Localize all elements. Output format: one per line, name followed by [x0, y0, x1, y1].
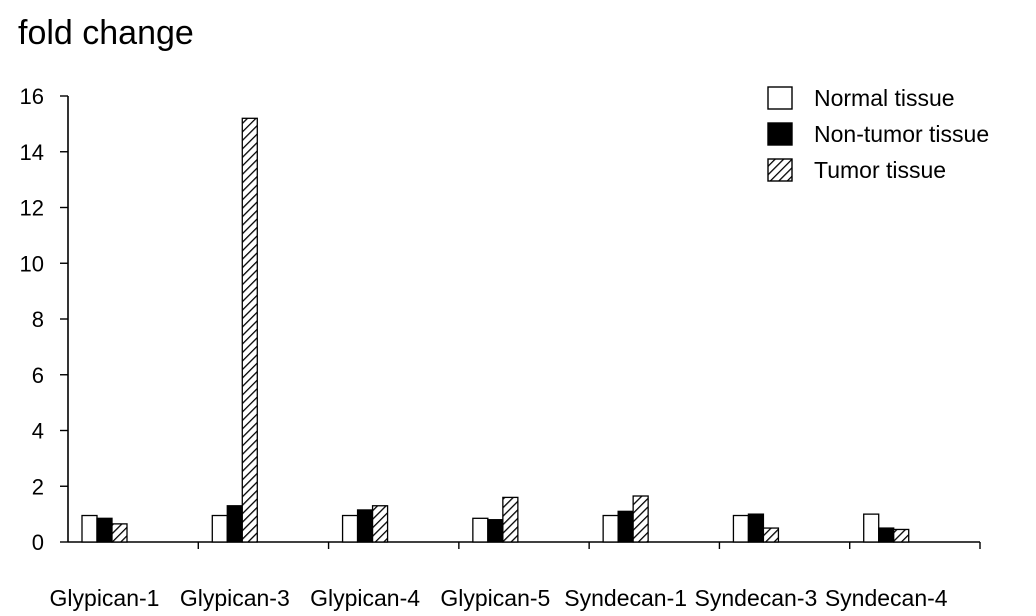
- bar-glypican-3-normal-tissue: [211, 514, 228, 543]
- bar-glypican-1-normal-tissue: [81, 514, 98, 543]
- y-tick-label: 16: [20, 84, 44, 109]
- legend: Normal tissue Non-tumor tissue Tumor tissu…: [767, 85, 989, 183]
- bar-glypican-5-normal-tissue: [472, 517, 489, 543]
- legend-swatch: [767, 86, 793, 110]
- bar-glypican-4-tumor-tissue: [371, 505, 389, 543]
- bar-syndecan-1-tumor-tissue: [632, 495, 649, 543]
- bar-syndecan-4-tumor-tissue: [893, 528, 910, 543]
- category-label: Glypican-4: [310, 585, 420, 611]
- y-tick-label: 6: [32, 363, 44, 388]
- y-axis-label: fold change: [18, 14, 194, 52]
- legend-swatch: [767, 122, 793, 146]
- legend-label: Non-tumor tissue: [814, 121, 989, 147]
- bar-glypican-4-non-tumor-tissue: [356, 509, 374, 543]
- category-label: Syndecan-3: [695, 585, 818, 611]
- y-tick-label: 12: [20, 196, 44, 221]
- bar-syndecan-3-normal-tissue: [732, 514, 750, 543]
- bar-glypican-1-tumor-tissue: [111, 523, 128, 543]
- y-tick-label: 14: [20, 140, 44, 165]
- category-labels: Glypican-1 Glypican-3 Glypican-4 Glypican-5…: [50, 585, 948, 611]
- y-tick-label: 8: [32, 307, 44, 332]
- bar-syndecan-4-non-tumor-tissue: [878, 527, 895, 543]
- legend-label: Normal tissue: [814, 85, 955, 111]
- bar-syndecan-1-non-tumor-tissue: [617, 510, 634, 543]
- bar-glypican-5-non-tumor-tissue: [487, 519, 504, 543]
- category-label: Syndecan-4: [825, 585, 948, 611]
- y-tick-label: 0: [32, 530, 44, 555]
- category-label: Glypican-3: [180, 585, 290, 611]
- category-label: Syndecan-1: [564, 585, 687, 611]
- bar-syndecan-1-normal-tissue: [602, 514, 619, 543]
- category-label: Glypican-5: [440, 585, 550, 611]
- bar-glypican-4-normal-tissue: [341, 514, 359, 543]
- axes: 0 2 4 6 8 10 12 14 16: [20, 84, 981, 555]
- y-tick-label: 10: [20, 251, 44, 276]
- y-tick-label: 4: [32, 419, 44, 444]
- bar-glypican-5-tumor-tissue: [502, 496, 519, 543]
- bar-glypican-3-non-tumor-tissue: [226, 505, 243, 543]
- bar-syndecan-3-tumor-tissue: [762, 527, 780, 543]
- legend-swatch: [767, 158, 793, 182]
- legend-label: Tumor tissue: [814, 157, 946, 183]
- bar-glypican-1-non-tumor-tissue: [96, 517, 113, 543]
- bar-syndecan-3-non-tumor-tissue: [747, 513, 765, 543]
- bar-glypican-3-tumor-tissue: [241, 117, 258, 543]
- bar-syndecan-4-normal-tissue: [863, 513, 880, 543]
- y-tick-label: 2: [32, 474, 44, 499]
- bars: [81, 117, 910, 543]
- category-label: Glypican-1: [50, 585, 160, 611]
